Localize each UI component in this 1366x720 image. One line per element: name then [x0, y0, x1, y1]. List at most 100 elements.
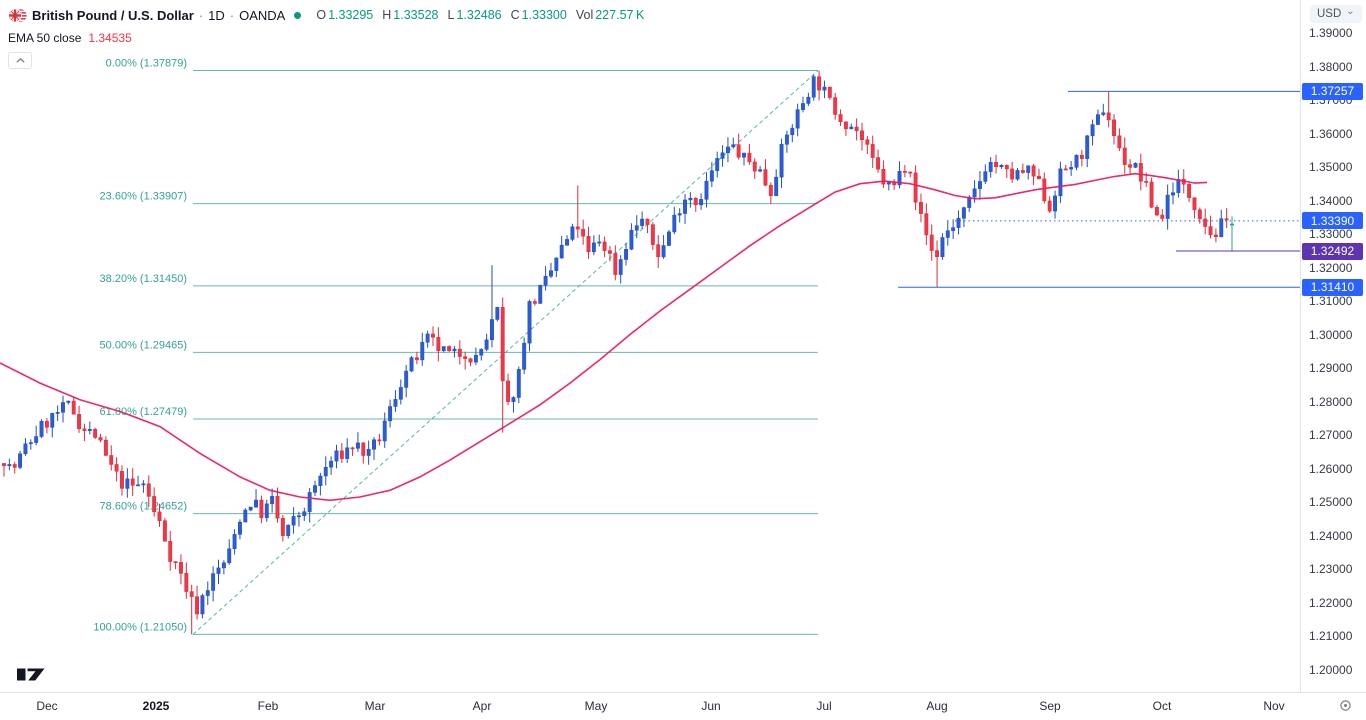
- candle-body: [55, 412, 60, 414]
- candle-body: [189, 591, 194, 597]
- candle-body: [1128, 164, 1133, 168]
- ema-line[interactable]: [0, 172, 1208, 502]
- candle-body: [516, 369, 521, 398]
- candle-body: [2, 463, 6, 467]
- month-label-Aug[interactable]: Aug: [926, 699, 948, 713]
- candle-body: [296, 515, 301, 518]
- candle-body: [650, 224, 655, 245]
- candle-body: [398, 387, 403, 400]
- candle-body: [913, 172, 918, 203]
- candle-body: [291, 516, 296, 526]
- axis-settings-icon[interactable]: [1338, 698, 1353, 713]
- candle-body: [661, 245, 666, 258]
- candle-body: [774, 176, 779, 197]
- indicator-row[interactable]: EMA 50 close 1.34535: [8, 30, 644, 46]
- month-label-Jun[interactable]: Jun: [701, 699, 721, 713]
- candle-body: [18, 453, 23, 468]
- candle-body: [195, 596, 199, 615]
- candle-body: [1208, 226, 1213, 236]
- candle-body: [999, 165, 1004, 168]
- candle-body: [801, 103, 805, 110]
- tradingview-logo[interactable]: [16, 663, 46, 687]
- currency-toggle-button[interactable]: USD ⌄: [1310, 5, 1362, 23]
- month-label-Nov[interactable]: Nov: [1263, 699, 1285, 713]
- candle-body: [254, 499, 258, 508]
- candle-body: [259, 499, 264, 519]
- price-tick-label: 1.32000: [1309, 260, 1353, 275]
- candle-body: [1069, 167, 1074, 170]
- candle-body: [522, 342, 527, 370]
- candle-body: [216, 567, 221, 574]
- candle-body: [1197, 209, 1202, 220]
- candle-body: [784, 134, 789, 145]
- candle-body: [672, 214, 677, 233]
- candle-body: [50, 413, 55, 428]
- candle-body: [1122, 147, 1127, 165]
- market-status-icon[interactable]: [294, 11, 302, 19]
- candle-body: [1165, 194, 1170, 219]
- candle-body: [1026, 165, 1031, 173]
- open-label: O: [316, 8, 327, 22]
- price-tick-label: 1.38000: [1309, 59, 1353, 74]
- candle-body: [1112, 119, 1116, 137]
- month-label-Mar[interactable]: Mar: [364, 699, 386, 713]
- candle-body: [833, 97, 838, 115]
- candle-body: [817, 76, 822, 91]
- price-axis[interactable]: USD ⌄ 1.39000 1.38000 1.37000 1.36000 1.3500…: [1301, 0, 1366, 692]
- month-label-May[interactable]: May: [584, 699, 608, 713]
- month-label-Dec[interactable]: Dec: [36, 699, 58, 713]
- candle-body: [565, 239, 570, 246]
- candle-body: [838, 114, 843, 122]
- price-tick-label: 1.34000: [1309, 193, 1353, 208]
- candle-body: [1224, 218, 1229, 221]
- month-label-Apr[interactable]: Apr: [472, 699, 492, 713]
- candle-body: [125, 478, 130, 489]
- candle-body: [1090, 124, 1095, 137]
- candle-body: [527, 301, 532, 344]
- candle-body: [366, 449, 371, 456]
- candle-body: [1171, 192, 1175, 196]
- candle-body: [1187, 183, 1192, 198]
- candle-body: [329, 460, 334, 468]
- month-label-2025[interactable]: 2025: [142, 699, 170, 713]
- ema-indicator-label[interactable]: EMA 50 close: [8, 31, 82, 45]
- candle-body: [876, 157, 881, 170]
- timeframe-label[interactable]: 1D: [208, 7, 225, 23]
- candle-body: [591, 242, 596, 253]
- candle-body: [747, 152, 752, 163]
- candle-body: [575, 226, 580, 230]
- candle-body: [897, 171, 902, 186]
- month-label-Feb[interactable]: Feb: [257, 699, 279, 713]
- candle-body: [795, 109, 800, 129]
- price-tick-label: 1.36000: [1309, 126, 1353, 141]
- candle-body: [490, 319, 494, 341]
- symbol-flag-icon: [8, 8, 27, 23]
- candle-body: [409, 357, 414, 372]
- candle-body: [881, 168, 886, 185]
- chart-canvas[interactable]: 0.00% (1.37879) 23.60% (1.33907) 38.20% (1…: [0, 0, 1300, 692]
- candle-body: [495, 307, 500, 320]
- month-label-Sep[interactable]: Sep: [1039, 699, 1061, 713]
- candle-body: [1230, 223, 1234, 226]
- fib-level-label: 50.00% (1.29465): [100, 339, 187, 351]
- fib-trend-line[interactable]: [192, 70, 819, 635]
- time-axis[interactable]: Dec 2025 Feb Mar Apr May Jun Jul Aug Sep Oct Nov: [0, 693, 1366, 720]
- candle-body: [323, 466, 328, 477]
- candle-body: [854, 126, 859, 132]
- candle-body: [162, 520, 167, 542]
- symbol-title[interactable]: British Pound / U.S. Dollar: [32, 7, 194, 23]
- price-label-box-1.33390: 1.33390: [1302, 212, 1363, 230]
- candle-body: [243, 509, 248, 523]
- price-tick-label: 1.27000: [1309, 428, 1353, 442]
- month-label-Oct[interactable]: Oct: [1152, 699, 1172, 713]
- candle-body: [1101, 112, 1106, 115]
- candle-body: [731, 144, 736, 148]
- candle-body: [152, 496, 157, 513]
- candle-body: [951, 227, 956, 231]
- collapse-legend-button[interactable]: [8, 52, 32, 69]
- month-label-Jul[interactable]: Jul: [816, 699, 832, 713]
- candle-body: [940, 237, 945, 257]
- candle-body: [827, 86, 832, 98]
- candle-body: [860, 130, 864, 140]
- candle-body: [1037, 175, 1041, 180]
